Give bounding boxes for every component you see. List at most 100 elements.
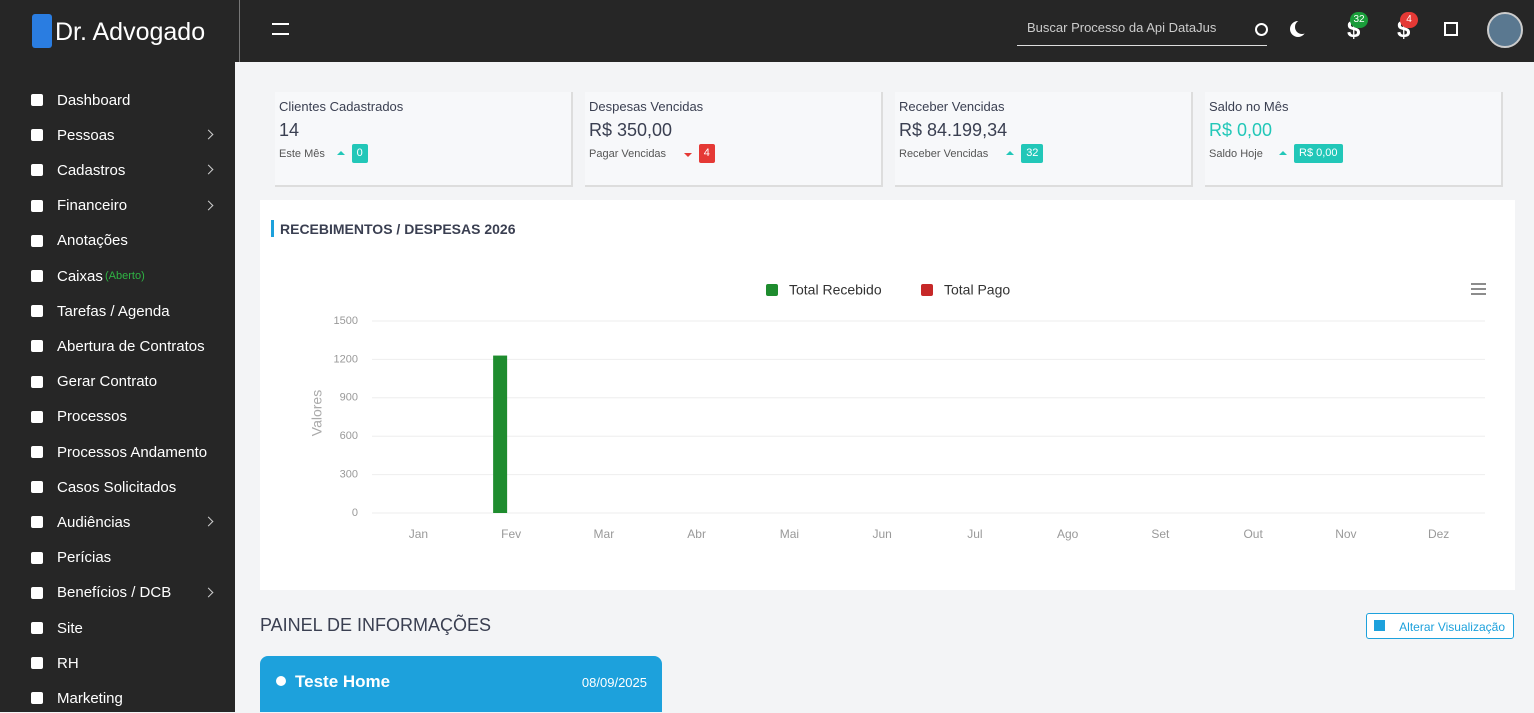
submenu-arrow (203, 164, 214, 175)
menu-item[interactable]: Processos Andamento (0, 437, 235, 467)
menu-icon (31, 375, 43, 388)
theme-toggle[interactable] (1295, 20, 1309, 34)
trend-arrow (1006, 151, 1015, 155)
menu-icon (31, 446, 43, 458)
menu-label: Perícias (57, 549, 112, 567)
submenu-arrow (203, 516, 214, 527)
menu-item[interactable]: Anotações (0, 226, 235, 256)
legend-swatch (766, 284, 778, 296)
card-value: R$ 0,00 (1209, 120, 1273, 140)
card-title: Clientes Cadastrados (279, 99, 404, 114)
logo-icon (32, 14, 52, 48)
menu-label: Audiências (57, 513, 131, 531)
y-axis-label: Valores (309, 390, 325, 436)
menu-item[interactable]: Financeiro (0, 191, 235, 221)
stat-card: Clientes Cadastrados 14 Este Mês 0 (275, 92, 573, 187)
menu-label: Cadastros (57, 161, 126, 179)
x-tick-label: Dez (1428, 527, 1449, 541)
submenu-arrow (203, 129, 214, 140)
menu-icon (31, 410, 43, 423)
menu-item[interactable]: Benefícios / DCB (0, 578, 235, 608)
menu-icon (31, 481, 43, 494)
menu-label: Processos (57, 408, 128, 426)
y-tick-label: 0 (352, 507, 358, 519)
menu-item[interactable]: Caixas (Aberto) (0, 261, 235, 291)
menu-item[interactable]: RH (0, 648, 235, 678)
card-sub: Receber Vencidas (899, 148, 989, 160)
menu-label: Casos Solicitados (57, 478, 177, 496)
submenu-arrow (203, 200, 214, 211)
y-tick-label: 300 (340, 469, 358, 481)
menu-label: Processos Andamento (57, 443, 208, 461)
menu-item[interactable]: Dashboard (0, 85, 235, 115)
y-tick-label: 1200 (334, 353, 358, 365)
menu-icon (31, 94, 43, 106)
menu-label: Tarefas / Agenda (57, 302, 170, 320)
menu-status: (Aberto) (105, 270, 145, 282)
menu-icon (31, 234, 43, 247)
menu-item[interactable]: Site (0, 613, 235, 643)
divider (239, 0, 240, 62)
note-date: 08/09/2025 (581, 675, 647, 690)
x-tick-label: Jul (967, 527, 982, 541)
menu-icon (31, 516, 43, 529)
menu-toggle[interactable] (272, 23, 289, 35)
menu-icon (31, 622, 43, 634)
card-value: R$ 350,00 (589, 120, 673, 140)
note-title: Teste Home (295, 672, 391, 691)
x-tick-label: Ago (1057, 527, 1079, 541)
note-card: Teste Home 08/09/2025 (260, 656, 662, 712)
trend-arrow (683, 153, 692, 157)
y-tick-label: 600 (340, 430, 358, 442)
title-accent (271, 220, 274, 237)
brand: Dr. Advogado (55, 18, 206, 46)
menu-item[interactable]: Abertura de Contratos (0, 331, 235, 361)
x-tick-label: Jan (409, 527, 428, 541)
x-tick-label: Set (1151, 527, 1170, 541)
badge: 4 (1400, 12, 1418, 28)
card-badge: 0 (351, 144, 368, 163)
menu-label: Anotações (57, 232, 128, 250)
fullscreen[interactable] (1444, 22, 1458, 36)
card-value: 14 (279, 120, 300, 140)
chart-card: RECEBIMENTOS / DESPESAS 2026 0 300 600 900 1… (260, 200, 1515, 590)
menu-label: Benefícios / DCB (57, 584, 172, 602)
card-title: Receber Vencidas (899, 99, 1005, 114)
menu-label: RH (57, 654, 79, 672)
search-icon[interactable] (1255, 23, 1268, 36)
menu-item[interactable]: Gerar Contrato (0, 367, 235, 397)
menu-item[interactable]: Audiências (0, 507, 235, 537)
stat-card: Saldo no Mês R$ 0,00 Saldo Hoje R$ 0,00 (1205, 92, 1503, 187)
menu-label: Site (57, 619, 83, 637)
menu-item[interactable]: Cadastros (0, 155, 235, 185)
menu-item[interactable]: Pessoas (0, 120, 235, 150)
search-input[interactable]: Buscar Processo da Api DataJus (1017, 14, 1267, 46)
stat-card: Despesas Vencidas R$ 350,00 Pagar Vencidas… (585, 92, 883, 187)
menu-icon (31, 199, 43, 212)
x-tick-label: Fev (501, 527, 521, 541)
menu-item[interactable]: Casos Solicitados (0, 472, 235, 502)
menu-label: Marketing (57, 689, 123, 707)
menu-label: Financeiro (57, 197, 128, 215)
menu-item[interactable]: Marketing (0, 683, 235, 713)
menu-icon (31, 129, 43, 142)
sidebar: Dashboard Pessoas Cadastros Financeiro Anota… (0, 62, 235, 712)
chart-title: RECEBIMENTOS / DESPESAS 2026 (280, 221, 516, 237)
menu-item[interactable]: Tarefas / Agenda (0, 296, 235, 326)
view-button[interactable]: Alterar Visualização (1366, 613, 1514, 639)
menu-icon (31, 270, 43, 282)
badge: 32 (1350, 12, 1368, 28)
avatar[interactable] (1487, 12, 1523, 48)
menu-icon (31, 305, 43, 318)
card-sub: Saldo Hoje (1209, 148, 1263, 160)
stat-card: Receber Vencidas R$ 84.199,34 Receber Venc… (895, 92, 1193, 187)
menu-item[interactable]: Perícias (0, 543, 235, 573)
menu-label: Abertura de Contratos (57, 337, 205, 355)
trend-arrow (336, 151, 345, 155)
menu-item[interactable]: Processos (0, 402, 235, 432)
card-value: R$ 84.199,34 (899, 120, 1008, 140)
panel-title: PAINEL DE INFORMAÇÕES (260, 615, 492, 635)
card-badge: R$ 0,00 (1294, 144, 1343, 163)
chart: 0 300 600 900 1200 1500 Valores Jan Fev Mar Abr Mai… (309, 282, 1486, 541)
